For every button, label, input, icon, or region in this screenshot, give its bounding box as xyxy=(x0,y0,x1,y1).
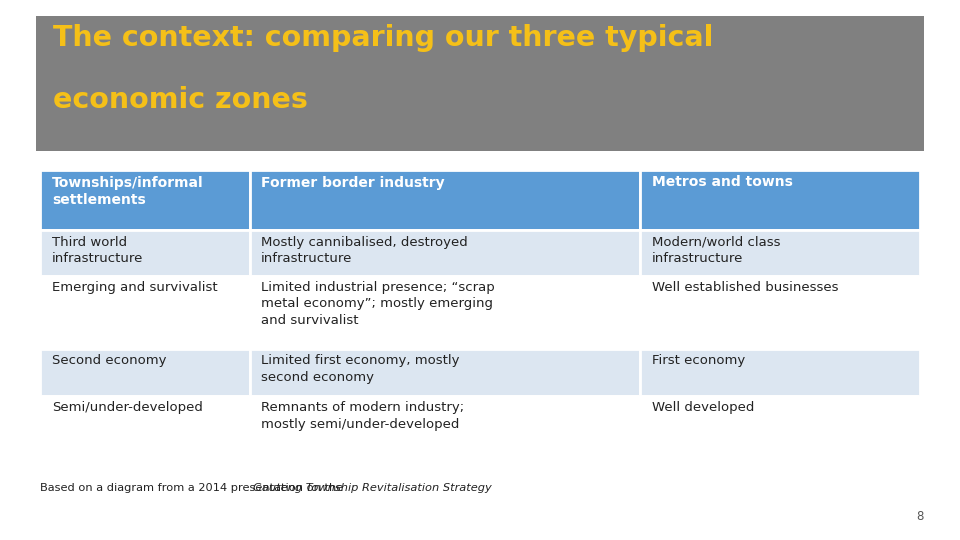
Text: Well developed: Well developed xyxy=(652,401,754,414)
Text: The context: comparing our three typical: The context: comparing our three typical xyxy=(53,24,713,52)
FancyBboxPatch shape xyxy=(40,275,250,349)
FancyBboxPatch shape xyxy=(250,349,640,396)
Text: Based on a diagram from a 2014 presentation on the: Based on a diagram from a 2014 presentat… xyxy=(40,483,348,494)
Text: Limited industrial presence; “scrap
metal economy”; mostly emerging
and survival: Limited industrial presence; “scrap meta… xyxy=(261,281,494,327)
FancyBboxPatch shape xyxy=(40,170,250,231)
Text: Remnants of modern industry;
mostly semi/under-developed: Remnants of modern industry; mostly semi… xyxy=(261,401,465,431)
Text: Emerging and survivalist: Emerging and survivalist xyxy=(52,281,218,294)
FancyBboxPatch shape xyxy=(250,170,640,231)
Text: Semi/under-developed: Semi/under-developed xyxy=(52,401,203,414)
Text: Mostly cannibalised, destroyed
infrastructure: Mostly cannibalised, destroyed infrastru… xyxy=(261,236,468,265)
Text: economic zones: economic zones xyxy=(53,86,307,114)
Text: Townships/informal
settlements: Townships/informal settlements xyxy=(52,176,204,207)
Text: Well established businesses: Well established businesses xyxy=(652,281,838,294)
FancyBboxPatch shape xyxy=(250,275,640,349)
Text: Modern/world class
infrastructure: Modern/world class infrastructure xyxy=(652,236,780,265)
FancyBboxPatch shape xyxy=(640,275,920,349)
FancyBboxPatch shape xyxy=(36,16,924,151)
Text: Gauteng Township Revitalisation Strategy: Gauteng Township Revitalisation Strategy xyxy=(253,483,492,494)
Text: Third world
infrastructure: Third world infrastructure xyxy=(52,236,143,265)
FancyBboxPatch shape xyxy=(40,231,250,275)
FancyBboxPatch shape xyxy=(40,349,250,396)
FancyBboxPatch shape xyxy=(640,170,920,231)
FancyBboxPatch shape xyxy=(640,349,920,396)
Text: Limited first economy, mostly
second economy: Limited first economy, mostly second eco… xyxy=(261,354,460,383)
FancyBboxPatch shape xyxy=(640,396,920,456)
FancyBboxPatch shape xyxy=(640,231,920,275)
FancyBboxPatch shape xyxy=(250,231,640,275)
Text: Metros and towns: Metros and towns xyxy=(652,176,792,190)
Text: First economy: First economy xyxy=(652,354,745,367)
FancyBboxPatch shape xyxy=(40,396,250,456)
Text: Former border industry: Former border industry xyxy=(261,176,444,190)
Text: Second economy: Second economy xyxy=(52,354,166,367)
FancyBboxPatch shape xyxy=(250,396,640,456)
Text: 8: 8 xyxy=(916,510,924,523)
